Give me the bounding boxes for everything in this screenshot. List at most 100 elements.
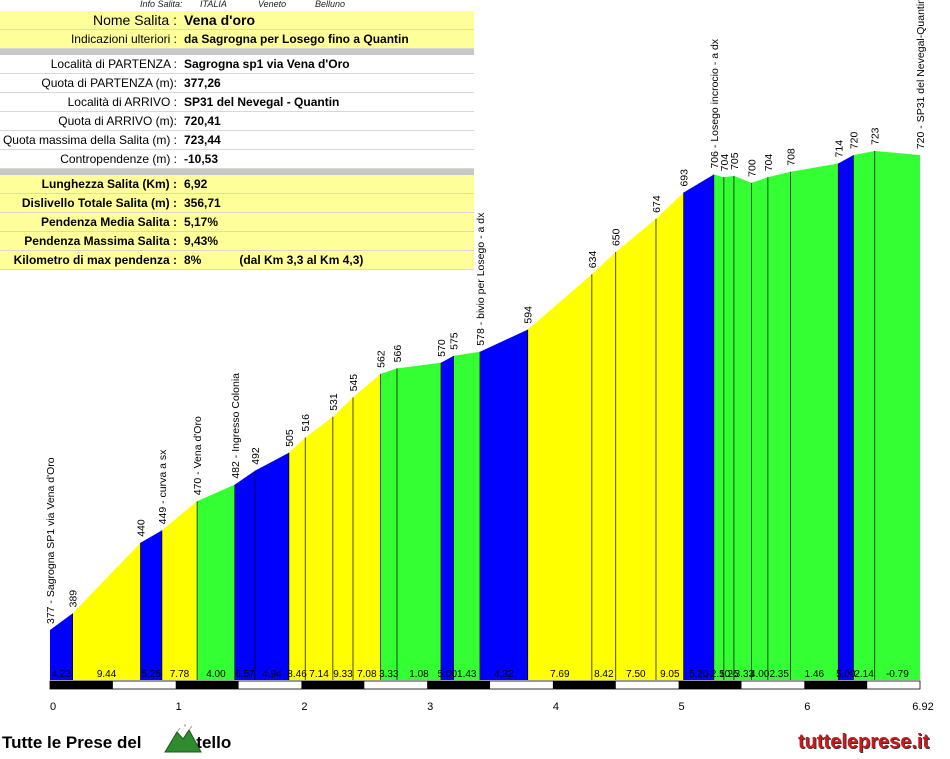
segment-grade-label: 1.08	[409, 669, 429, 680]
altitude-label: 704	[719, 154, 731, 172]
x-tick-label: 0	[50, 701, 56, 713]
altitude-label: 634	[587, 251, 599, 269]
segment-grade-label: 9.44	[97, 669, 117, 680]
profile-segment	[380, 368, 397, 680]
site-url[interactable]: tutteleprese.it	[798, 731, 930, 753]
avg-grade-row: Pendenza Media Salita : 5,17%	[0, 213, 474, 232]
km-bar-block	[427, 681, 491, 689]
info-province: Belluno	[315, 0, 346, 9]
profile-segment	[838, 155, 854, 680]
start-place-row: Località di PARTENZA : Sagrogna sp1 via …	[0, 55, 474, 74]
altitude-label: 440	[136, 519, 148, 537]
segment-grade-label: 2.14	[854, 669, 874, 680]
profile-segment	[479, 329, 528, 680]
profile-segment	[723, 175, 734, 681]
site-title-start: Tutte le Prese del	[2, 733, 142, 752]
segment-grade-label: 3.33	[379, 669, 399, 680]
altitude-label: 705	[729, 152, 741, 170]
avg-grade-value: 5,17%	[184, 215, 219, 229]
end-place-value: SP31 del Nevegal - Quantin	[184, 95, 340, 109]
km-bar-block	[301, 681, 365, 689]
segment-grade-label: 1.25	[719, 669, 739, 680]
profile-segment	[352, 373, 381, 680]
end-alt-label: Quota di ARRIVO (m):	[58, 114, 177, 128]
info-header-label: Info Salita:	[140, 0, 183, 9]
max-km-value: 8%	[184, 253, 202, 267]
profile-segment	[305, 416, 333, 680]
segment-grade-label: 4.23	[52, 669, 72, 680]
altitude-label: 562	[376, 350, 388, 368]
max-grade-value: 9,43%	[184, 234, 219, 248]
segment-grade-label: 6.57	[235, 669, 255, 680]
profile-segment	[683, 174, 714, 681]
segment-grade-label: 5.20	[689, 669, 709, 680]
altitude-label: 704	[763, 154, 775, 172]
end-place-label: Località di ARRIVO :	[67, 95, 177, 109]
segment-grade-label: 7.69	[550, 669, 570, 680]
notes-value: da Sagrogna per Losego fino a Quantin	[184, 32, 409, 46]
profile-segment	[790, 163, 839, 680]
gain-row: Dislivello Totale Salita (m) : 356,71	[0, 194, 474, 213]
counter-value: -10,53	[184, 152, 219, 166]
segment-grade-label: 7.78	[170, 669, 190, 680]
segment-grade-label: 1.46	[805, 669, 825, 680]
length-label: Lunghezza Salita (Km) :	[41, 177, 177, 191]
max-km-row: Kilometro di max pendenza : 8% (dal Km 3…	[0, 251, 474, 270]
altitude-label: 723	[870, 127, 882, 145]
altitude-label: 470 - Vena d'Oro	[192, 416, 204, 495]
max-alt-value: 723,44	[184, 133, 221, 147]
profile-segment	[767, 171, 791, 680]
altitude-labels: 377 - Sagrogna SP1 via Vena d'Oro 389 440 4…	[45, 0, 927, 624]
altitude-label: 693	[679, 169, 691, 187]
profile-segment	[161, 501, 198, 680]
segment-grade-label: 5.00	[438, 669, 458, 680]
profile-segment	[751, 177, 768, 680]
avg-grade-label: Pendenza Media Salita :	[40, 215, 177, 229]
profile-segment	[50, 613, 73, 680]
altitude-label: 706 - Losego incrocio - a dx	[709, 38, 721, 168]
altitude-label: 575	[449, 332, 461, 350]
counter-row: Contropendenze (m) : -10,53	[0, 150, 474, 169]
separator	[0, 169, 474, 175]
altitude-label: 708	[786, 148, 798, 166]
segment-grade-label: 5.00	[836, 669, 856, 680]
x-tick-label: 2	[301, 701, 307, 713]
altitude-label: 566	[392, 345, 404, 363]
x-tick-label: 4	[553, 701, 559, 713]
length-row: Lunghezza Salita (Km) : 6,92	[0, 175, 474, 194]
gain-value: 356,71	[184, 196, 221, 210]
profile-segment	[527, 274, 592, 680]
separator	[0, 49, 474, 55]
counter-label: Contropendenze (m) :	[60, 152, 177, 166]
gain-label: Dislivello Totale Salita (m) :	[21, 196, 177, 210]
segment-grade-label: 4.32	[494, 669, 514, 680]
profile-segment	[332, 397, 353, 680]
profile-segment	[733, 175, 752, 681]
segment-grade-label: 9.33	[333, 669, 353, 680]
profile-segment	[288, 437, 306, 680]
altitude-label: 505	[284, 429, 296, 447]
profile-segment	[440, 355, 454, 680]
x-tick-label: 3	[427, 701, 433, 713]
x-tick-label: 1	[176, 701, 182, 713]
profile-segment	[655, 192, 684, 680]
x-tick-label: 5	[679, 701, 685, 713]
start-place-label: Località di PARTENZA :	[50, 57, 177, 71]
end-alt-value: 720,41	[184, 114, 221, 128]
info-panel: Info Salita: ITALIA Veneto Belluno Nome …	[0, 0, 474, 270]
notes-row: Indicazioni ulteriori : da Sagrogna per …	[0, 30, 474, 49]
start-alt-label: Quota di PARTENZA (m):	[41, 76, 177, 90]
segment-grade-label: 5.25	[141, 669, 161, 680]
altitude-label: 516	[300, 414, 312, 432]
segment-grade-label: 1.43	[457, 669, 477, 680]
segment-grade-label: 4.94	[262, 669, 282, 680]
km-bar-block	[804, 681, 868, 689]
altitude-label: 594	[523, 306, 535, 324]
segment-grade-label: -0.79	[886, 669, 909, 680]
max-alt-label: Quota massima della Salita (m) :	[2, 133, 177, 147]
x-axis: 0 1 2 3 4 5 6 6.92	[49, 680, 934, 713]
profile-segment	[713, 174, 724, 681]
segment-grade-label: 7.50	[626, 669, 646, 680]
segment-grade-label: 4.00	[206, 669, 226, 680]
